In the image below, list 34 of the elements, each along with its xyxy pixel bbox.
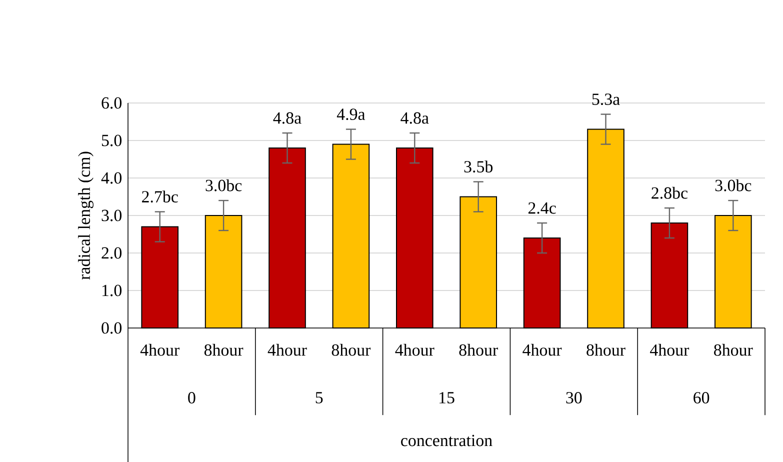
x-tick-label: 4hour: [650, 344, 690, 356]
y-tick-label: 6.0: [102, 97, 122, 109]
x-tick-label: 4hour: [140, 344, 180, 356]
y-tick-label: 1.0: [102, 284, 122, 296]
data-label: 4.8a: [400, 112, 429, 124]
x-tick-label: 8hour: [204, 344, 244, 356]
text: 0: [188, 392, 196, 404]
x-tick-label: 8hour: [332, 344, 371, 356]
data-label: 3.0bc: [206, 179, 242, 192]
x-tick-label: 4hour: [268, 344, 307, 356]
text: 60: [694, 392, 710, 404]
data-label: 2.7bc: [142, 190, 178, 203]
data-label: 5.3a: [592, 94, 620, 106]
x-tick-label: 4hour: [522, 344, 562, 356]
text: 15: [440, 392, 454, 404]
x-tick-label: 4hour: [395, 344, 434, 356]
text: 5: [316, 392, 323, 404]
y-tick-label: 0.0: [102, 322, 122, 334]
x-tick-label: 8hour: [459, 344, 498, 356]
y-tick-label: 5.0: [102, 134, 122, 146]
data-label: 2.4c: [528, 202, 556, 214]
x-tick-label: 8hour: [714, 344, 753, 356]
y-tick-label: 3.0: [102, 210, 122, 222]
data-label: 3.5b: [464, 160, 493, 173]
x-tick-label: 8hour: [586, 344, 626, 356]
data-label: 3.0bc: [715, 179, 752, 192]
data-label: 2.8bc: [652, 186, 688, 199]
y-tick-label: 2.0: [102, 247, 122, 259]
data-label: 4.9a: [336, 108, 366, 120]
data-label: 4.8a: [273, 112, 302, 124]
x-axis-title: concentration: [401, 434, 492, 446]
text: 30: [566, 392, 582, 404]
y-tick-label: 4.0: [101, 172, 122, 184]
y-axis-title: radical length (cm): [78, 152, 94, 280]
